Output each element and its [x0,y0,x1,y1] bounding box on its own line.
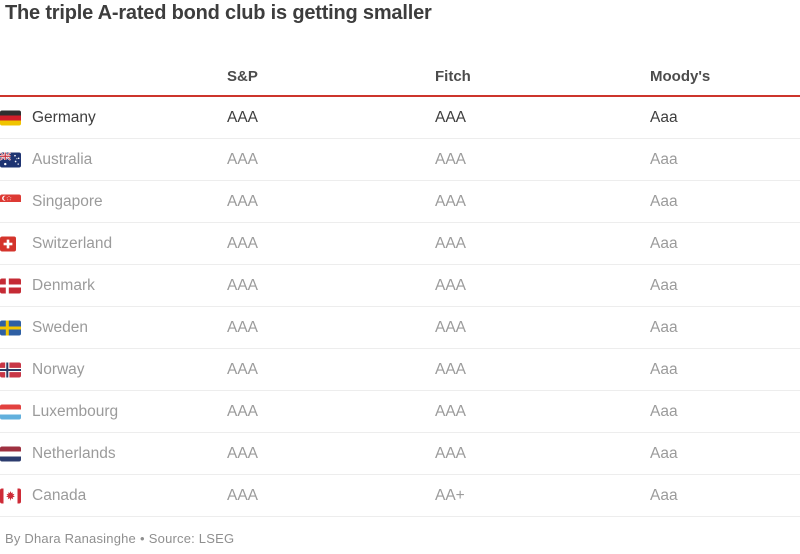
flag-australia-icon [0,152,21,167]
country-cell: Sweden [0,319,227,337]
sp-rating: AAA [227,444,259,462]
fitch-rating: AAA [435,276,467,294]
fitch-rating: AA+ [435,486,465,504]
flag-canada-icon [0,488,21,503]
country-label: Germany [32,108,96,126]
country-label: Luxembourg [32,402,119,420]
fitch-rating: AAA [435,108,467,126]
moodys-rating: Aaa [650,444,678,462]
flag-luxembourg-icon [0,404,21,419]
country-cell: Canada [0,487,227,505]
sp-rating: AAA [227,234,259,252]
sp-rating: AAA [227,402,259,420]
moodys-rating: Aaa [650,234,678,252]
country-cell: Netherlands [0,445,227,463]
table-row: Canada AAA AA+ Aaa [0,475,800,517]
table-row: Australia AAA AAA Aaa [0,139,800,181]
flag-switzerland-icon [0,236,21,251]
sp-rating: AAA [227,108,259,126]
table-row: Germany AAA AAA Aaa [0,97,800,139]
footnote: By Dhara Ranasinghe • Source: LSEG [5,531,238,546]
country-label: Sweden [32,318,89,336]
country-label: Singapore [32,192,103,210]
moodys-rating: Aaa [650,108,678,126]
country-cell: Singapore [0,193,227,211]
sp-rating: AAA [227,360,259,378]
fitch-rating: AAA [435,360,467,378]
fitch-rating: AAA [435,234,467,252]
table-row: Switzerland AAA AAA Aaa [0,223,800,265]
page-title: The triple A-rated bond club is getting … [5,2,432,24]
ratings-table: Germany AAA AAA Aaa Australia AAA AAA Aa… [0,97,800,517]
country-cell: Luxembourg [0,403,227,421]
flag-denmark-icon [0,278,21,293]
flag-singapore-icon [0,194,21,209]
table-row: Denmark AAA AAA Aaa [0,265,800,307]
table-row: Netherlands AAA AAA Aaa [0,433,800,475]
flag-norway-icon [0,362,21,377]
moodys-rating: Aaa [650,360,678,378]
fitch-rating: AAA [435,318,467,336]
country-label: Denmark [32,276,95,294]
country-cell: Denmark [0,277,227,295]
source-label: Source: LSEG [148,531,235,546]
moodys-rating: Aaa [650,192,678,210]
flag-sweden-icon [0,320,21,335]
byline: By Dhara Ranasinghe [5,531,136,546]
fitch-rating: AAA [435,402,467,420]
fitch-rating: AAA [435,444,467,462]
table-row: Sweden AAA AAA Aaa [0,307,800,349]
column-header-sp: S&P [227,68,258,85]
country-label: Switzerland [32,234,113,252]
moodys-rating: Aaa [650,486,678,504]
country-label: Australia [32,150,93,168]
sp-rating: AAA [227,150,259,168]
moodys-rating: Aaa [650,402,678,420]
country-cell: Switzerland [0,235,227,253]
fitch-rating: AAA [435,192,467,210]
sp-rating: AAA [227,192,259,210]
table-row: Singapore AAA AAA Aaa [0,181,800,223]
header-accent-divider [0,95,800,97]
table-row: Luxembourg AAA AAA Aaa [0,391,800,433]
country-cell: Germany [0,109,227,127]
moodys-rating: Aaa [650,150,678,168]
sp-rating: AAA [227,318,259,336]
country-cell: Norway [0,361,227,379]
flag-germany-icon [0,110,21,125]
country-cell: Australia [0,151,227,169]
country-label: Norway [32,360,85,378]
moodys-rating: Aaa [650,318,678,336]
moodys-rating: Aaa [650,276,678,294]
table-row: Norway AAA AAA Aaa [0,349,800,391]
column-header-moodys: Moody's [650,68,711,85]
sp-rating: AAA [227,276,259,294]
flag-netherlands-icon [0,446,21,461]
country-label: Netherlands [32,444,116,462]
fitch-rating: AAA [435,150,467,168]
sp-rating: AAA [227,486,259,504]
country-label: Canada [32,486,87,504]
bullet-separator: • [140,531,145,546]
column-header-fitch: Fitch [435,68,471,85]
